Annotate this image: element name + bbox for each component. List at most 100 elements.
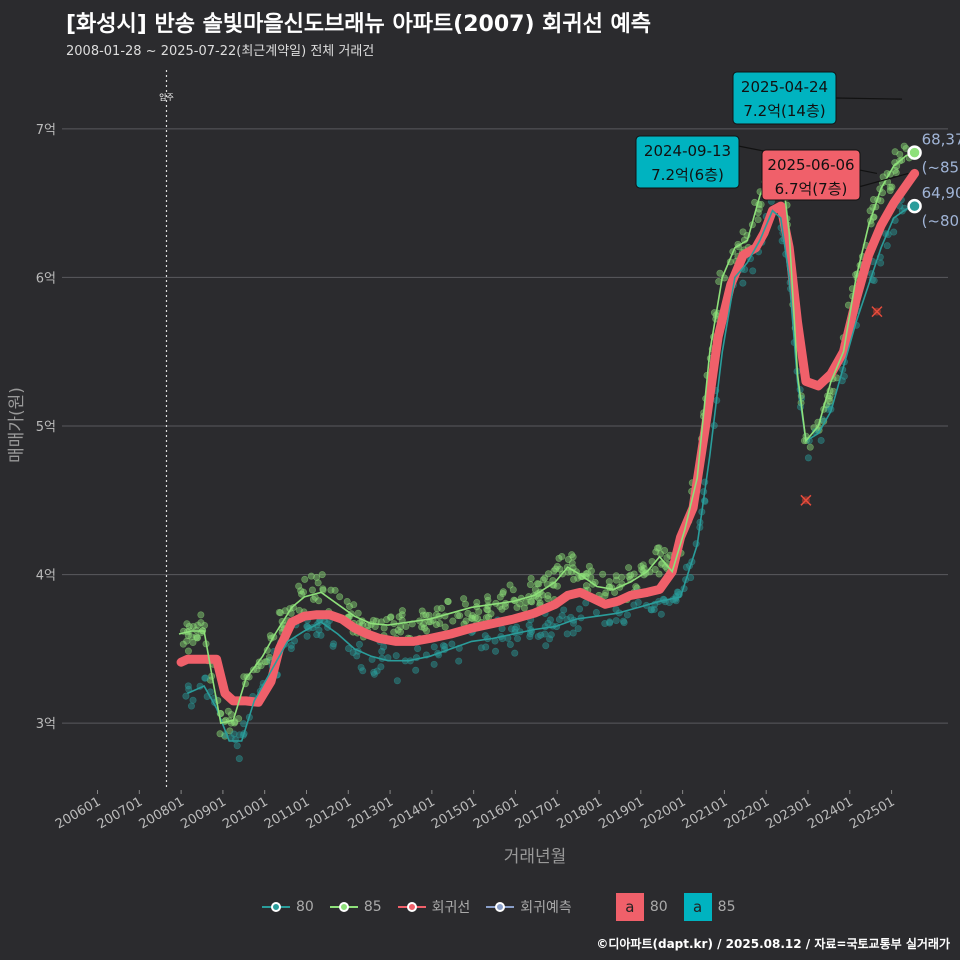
transaction-point (377, 663, 385, 671)
transaction-point (632, 583, 640, 591)
transaction-point (354, 609, 362, 617)
transaction-point (183, 637, 191, 645)
transaction-point (319, 585, 327, 593)
annotation-layer: 68,375 (~85㎡) 64,900 (~80㎡) 2025-04-24 7.2억(1… (635, 71, 960, 506)
transaction-point (509, 586, 517, 594)
transaction-point (235, 755, 243, 763)
transaction-point (475, 608, 483, 616)
transaction-point (184, 682, 192, 690)
transaction-point (461, 600, 469, 608)
transaction-point (468, 614, 476, 622)
transaction-point (289, 604, 297, 612)
transaction-point (392, 652, 400, 660)
transaction-point (287, 645, 295, 653)
transaction-point (599, 570, 607, 578)
transaction-point (343, 598, 351, 606)
transaction-point (253, 666, 261, 674)
x-tick-label: 200901 (178, 794, 228, 832)
transaction-point (396, 628, 404, 636)
transaction-point (433, 605, 441, 613)
transaction-point (499, 588, 507, 596)
transaction-point (611, 588, 619, 596)
transaction-point (877, 259, 885, 267)
transaction-point (471, 614, 479, 622)
transaction-point (189, 696, 197, 704)
transaction-point (422, 611, 430, 619)
transaction-point (513, 604, 521, 612)
transaction-point (412, 666, 420, 674)
transaction-point (189, 622, 197, 630)
transaction-point (498, 605, 506, 613)
transaction-point (350, 601, 358, 609)
transaction-point (301, 575, 309, 583)
transaction-point (314, 579, 322, 587)
x-tick-label: 202201 (722, 794, 772, 832)
transaction-point (716, 269, 724, 277)
legend-key-80 (262, 899, 290, 915)
transaction-point (612, 572, 620, 580)
transaction-point (547, 631, 555, 639)
callout-leader (835, 97, 903, 100)
legend-label-forecast: 회귀예측 (520, 900, 572, 916)
end-price-label: 64,900 (922, 184, 960, 202)
transaction-point (313, 573, 321, 581)
legend-item-80: 80 (262, 899, 314, 915)
x-tick-label: 201701 (513, 794, 563, 832)
transaction-point (886, 187, 894, 195)
transaction-point (397, 623, 405, 631)
transaction-point (357, 663, 365, 671)
transaction-point (657, 610, 665, 618)
transaction-point (623, 611, 631, 619)
transaction-point (650, 605, 658, 613)
x-tick-label: 202501 (847, 794, 897, 832)
transaction-point (605, 578, 613, 586)
transaction-point (460, 595, 468, 603)
transaction-point (263, 658, 271, 666)
transaction-point (655, 544, 663, 552)
transaction-point (235, 715, 243, 723)
legend-box-glyph-80: a (615, 893, 644, 921)
callout-value: 7.2억(14층) (743, 102, 825, 120)
transaction-point (511, 625, 519, 633)
transaction-point (329, 642, 337, 650)
transaction-point (349, 649, 357, 657)
legend-box-label-85: 85 (717, 899, 736, 915)
series-85-line (178, 151, 915, 725)
transaction-point (826, 397, 834, 405)
transaction-point (900, 142, 908, 150)
transaction-point (455, 657, 463, 665)
transaction-point (419, 611, 427, 619)
transaction-point (194, 621, 202, 629)
transaction-point (202, 674, 210, 682)
transaction-point (663, 554, 671, 562)
x-tick-label: 201601 (471, 794, 521, 832)
transaction-point (507, 625, 515, 633)
transaction-point (506, 640, 514, 648)
transaction-point (484, 593, 492, 601)
transaction-point (619, 617, 627, 625)
legend-label-85: 85 (363, 899, 382, 915)
transaction-point (331, 586, 339, 594)
transaction-point (657, 560, 665, 568)
transaction-point (804, 454, 812, 462)
legend-box-glyph-85: a (683, 893, 712, 921)
transaction-point (576, 605, 584, 613)
transaction-point (506, 581, 514, 589)
transaction-point (308, 586, 316, 594)
transaction-point (303, 632, 311, 640)
transaction-point (870, 277, 878, 285)
legend-box-label-80: 80 (649, 899, 668, 915)
x-tick-label: 201301 (346, 794, 396, 832)
transaction-point (496, 593, 504, 601)
transaction-point (513, 635, 521, 643)
transaction-point (444, 597, 452, 605)
transaction-point (546, 635, 554, 643)
transaction-point (892, 169, 900, 177)
transaction-point (556, 565, 564, 573)
transaction-point (526, 581, 534, 589)
transaction-point (563, 630, 571, 638)
transaction-point (511, 649, 519, 657)
transaction-point (307, 572, 315, 580)
transaction-point (648, 606, 656, 614)
